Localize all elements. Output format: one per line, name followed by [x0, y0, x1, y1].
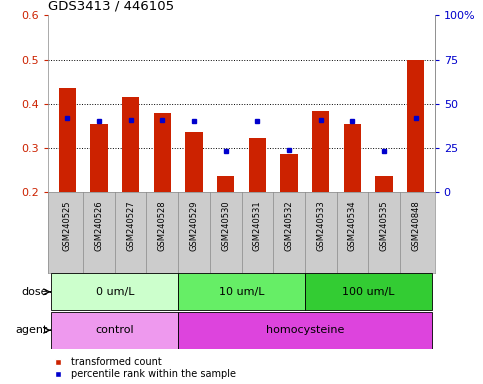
- Bar: [343, 124, 361, 192]
- Bar: [178, 312, 431, 349]
- Bar: [407, 60, 425, 192]
- Text: 100 um/L: 100 um/L: [342, 287, 395, 297]
- Legend: transformed count, percentile rank within the sample: transformed count, percentile rank withi…: [48, 357, 236, 379]
- Text: GSM240535: GSM240535: [380, 200, 388, 251]
- Bar: [154, 113, 171, 192]
- Text: GSM240534: GSM240534: [348, 200, 357, 251]
- Bar: [217, 175, 234, 192]
- Bar: [58, 88, 76, 192]
- Text: GSM240533: GSM240533: [316, 200, 325, 251]
- Text: 10 um/L: 10 um/L: [219, 287, 264, 297]
- Bar: [280, 154, 298, 192]
- Bar: [312, 111, 329, 192]
- Text: GSM240526: GSM240526: [95, 200, 103, 251]
- Bar: [185, 132, 203, 192]
- Text: GSM240531: GSM240531: [253, 200, 262, 251]
- Bar: [52, 273, 178, 310]
- Text: GSM240527: GSM240527: [126, 200, 135, 251]
- Text: GSM240848: GSM240848: [411, 200, 420, 251]
- Bar: [122, 97, 140, 192]
- Bar: [52, 312, 178, 349]
- Text: agent: agent: [15, 325, 48, 335]
- Text: GSM240525: GSM240525: [63, 200, 72, 251]
- Text: GDS3413 / 446105: GDS3413 / 446105: [48, 0, 174, 13]
- Bar: [90, 124, 108, 192]
- Text: control: control: [96, 325, 134, 335]
- Text: homocysteine: homocysteine: [266, 325, 344, 335]
- Bar: [249, 138, 266, 192]
- Bar: [375, 175, 393, 192]
- Text: 0 um/L: 0 um/L: [96, 287, 134, 297]
- Bar: [305, 273, 431, 310]
- Text: GSM240530: GSM240530: [221, 200, 230, 251]
- Bar: [178, 273, 305, 310]
- Text: GSM240532: GSM240532: [284, 200, 294, 251]
- Text: GSM240528: GSM240528: [158, 200, 167, 251]
- Text: GSM240529: GSM240529: [189, 200, 199, 251]
- Text: dose: dose: [21, 287, 48, 297]
